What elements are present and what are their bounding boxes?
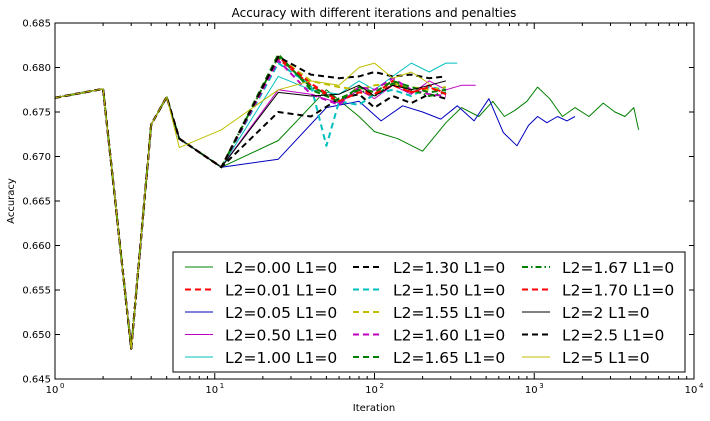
legend-box	[172, 251, 686, 373]
x-tick-label: 10	[525, 385, 538, 396]
x-tick-label-exponent: 4	[699, 382, 704, 390]
y-tick-label: 0.645	[22, 375, 51, 386]
legend-label: L2=0.01 L1=0	[225, 282, 337, 300]
x-tick-label: 10	[685, 385, 698, 396]
y-tick-label: 0.660	[22, 241, 51, 252]
legend-label: L2=1.65 L1=0	[393, 349, 505, 367]
x-tick-label-exponent: 1	[220, 382, 224, 390]
legend-label: L2=5 L1=0	[562, 349, 650, 367]
legend-label: L2=0.00 L1=0	[225, 259, 337, 277]
y-tick-label: 0.670	[22, 152, 51, 163]
series-layer	[55, 53, 640, 350]
chart-title: Accuracy with different iterations and p…	[232, 6, 517, 20]
y-tick-label: 0.655	[22, 286, 51, 297]
legend-label: L2=1.67 L1=0	[562, 259, 674, 277]
legend: L2=0.00 L1=0 L2=0.01 L1=0 L2=0.05 L1=0 L2=0…	[172, 251, 686, 373]
x-tick-label-exponent: 3	[539, 382, 543, 390]
ticks-layer: 0.645 0.650 0.655 0.660 0.665 0.670 0.675 0.680…	[22, 19, 704, 397]
y-tick-label: 0.685	[22, 19, 51, 30]
x-tick-label: 10	[205, 385, 218, 396]
legend-label: L2=2.5 L1=0	[562, 327, 664, 345]
y-tick-label: 0.675	[22, 108, 51, 119]
y-tick-label: 0.650	[22, 330, 51, 341]
x-tick-label: 10	[365, 385, 378, 396]
legend-label: L2=1.55 L1=0	[393, 304, 505, 322]
legend-label: L2=0.05 L1=0	[225, 304, 337, 322]
legend-label: L2=1.50 L1=0	[393, 282, 505, 300]
series-line-15	[55, 62, 430, 350]
x-tick-label-exponent: 0	[60, 382, 64, 390]
legend-label: L2=1.00 L1=0	[225, 349, 337, 367]
legend-label: L2=2 L1=0	[562, 304, 650, 322]
legend-label: L2=1.60 L1=0	[393, 327, 505, 345]
x-axis-label: Iteration	[353, 403, 395, 414]
y-tick-label: 0.665	[22, 197, 51, 208]
x-tick-label-exponent: 2	[380, 382, 384, 390]
legend-label: L2=0.50 L1=0	[225, 327, 337, 345]
y-tick-label: 0.680	[22, 63, 51, 74]
y-axis-label: Accuracy	[6, 178, 17, 224]
x-tick-label: 10	[46, 385, 59, 396]
legend-label: L2=1.30 L1=0	[393, 259, 505, 277]
legend-label: L2=1.70 L1=0	[562, 282, 674, 300]
